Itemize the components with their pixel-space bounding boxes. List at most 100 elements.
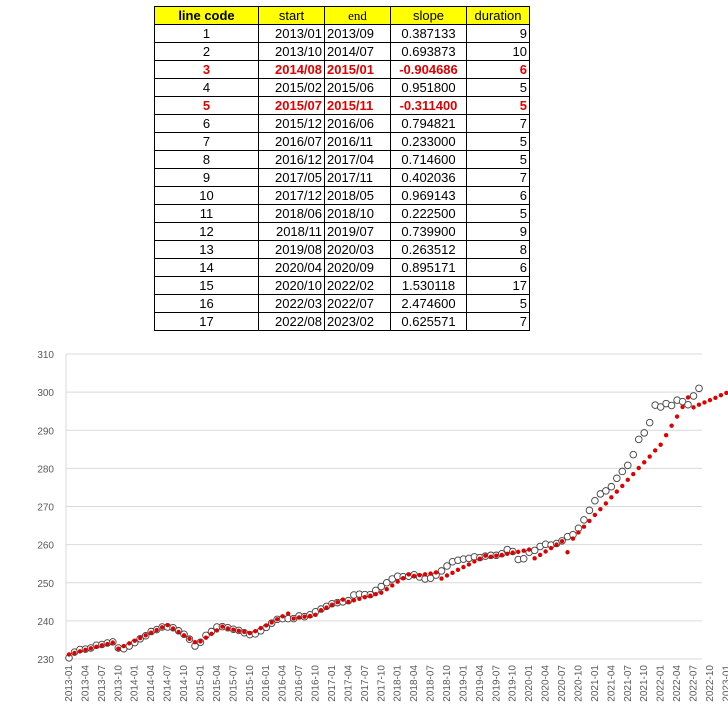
data-point-red [77, 649, 83, 654]
y-tick-label: 270 [37, 503, 54, 514]
data-point-red [674, 414, 680, 419]
data-point-red [455, 567, 461, 572]
x-tick-label: 2021-04 [606, 665, 617, 702]
cell-duration: 5 [466, 96, 530, 115]
cell-end: 2015/11 [324, 96, 391, 115]
data-point-red [652, 448, 658, 453]
data-point-red [318, 608, 324, 613]
x-tick-label: 2016-01 [261, 665, 272, 702]
cell-line-code: 2 [154, 42, 259, 61]
cell-line-code: 14 [154, 258, 259, 277]
data-point-open [689, 392, 698, 400]
data-point-red [620, 483, 625, 489]
data-point-red [581, 524, 587, 529]
cell-start: 2020/10 [258, 276, 325, 295]
data-point-red [505, 551, 510, 556]
cell-slope: 0.233000 [390, 132, 467, 151]
cell-slope: 0.402036 [390, 168, 467, 187]
table-row: 2 2013/10 2014/07 0.693873 10 [154, 42, 530, 61]
cell-line-code: 6 [154, 114, 259, 133]
x-tick-label: 2019-07 [491, 665, 502, 702]
cell-end: 2017/04 [324, 150, 391, 169]
cell-end: 2017/11 [324, 168, 391, 187]
series-open-circles [65, 384, 703, 662]
data-point-red [291, 616, 296, 621]
cell-end: 2018/05 [324, 186, 391, 205]
data-point-open [634, 435, 643, 444]
data-point-red [258, 625, 263, 631]
data-point-red [625, 477, 630, 483]
x-tick-label: 2021-10 [639, 665, 650, 702]
cell-duration: 5 [466, 150, 530, 169]
data-point-red [351, 598, 357, 603]
y-axis: 230 240 250 260 270 280 290 300 310 [37, 350, 54, 666]
data-point-red [466, 562, 472, 567]
x-tick-label: 2017-04 [343, 665, 354, 702]
cell-line-code: 10 [154, 186, 259, 205]
table-row: 8 2016/12 2017/04 0.714600 5 [154, 150, 530, 169]
gridlines [65, 353, 702, 660]
y-tick-label: 240 [37, 617, 54, 628]
x-tick-label: 2013-04 [80, 665, 91, 702]
cell-end: 2020/09 [324, 258, 391, 277]
table-row: 3 2014/08 2015/01 -0.904686 6 [154, 60, 530, 79]
table-row: 17 2022/08 2023/02 0.625571 7 [154, 312, 530, 331]
data-point-red [400, 575, 406, 581]
table-row: 9 2017/05 2017/11 0.402036 7 [154, 168, 530, 187]
y-tick-label: 230 [37, 655, 54, 666]
x-tick-label: 2015-10 [245, 665, 256, 702]
cell-slope: 0.969143 [390, 186, 467, 205]
cell-slope: 0.387133 [390, 24, 467, 43]
cell-end: 2016/06 [324, 114, 391, 133]
segment-table: line code start end slope duration 1 2013… [154, 6, 530, 331]
data-point-red [494, 553, 499, 558]
data-point-red [543, 549, 548, 554]
header-line-code: line code [154, 6, 259, 25]
data-point-open [591, 497, 599, 505]
x-tick-label: 2020-10 [573, 665, 584, 702]
cell-line-code: 13 [154, 240, 259, 259]
data-point-red [680, 404, 685, 410]
data-point-red [472, 559, 477, 564]
cell-start: 2022/08 [258, 312, 325, 331]
data-point-red [83, 647, 88, 653]
data-point-red [565, 550, 570, 555]
data-point-red [483, 553, 488, 558]
table-row: 15 2020/10 2022/02 1.530118 17 [154, 276, 530, 295]
x-tick-label: 2014-04 [146, 665, 157, 702]
data-point-red [187, 636, 192, 641]
y-tick-label: 310 [37, 350, 54, 361]
data-point-red [461, 564, 466, 570]
cell-slope: 0.794821 [390, 114, 467, 133]
cell-start: 2015/07 [258, 96, 325, 115]
cell-duration: 5 [466, 78, 530, 97]
data-point-red [696, 402, 702, 407]
cell-line-code: 16 [154, 294, 259, 313]
data-point-red [105, 641, 110, 647]
data-point-red [159, 625, 165, 630]
cell-duration: 5 [466, 132, 530, 151]
cell-slope: 0.951800 [390, 78, 467, 97]
cell-start: 2014/08 [258, 60, 325, 79]
data-point-red [285, 611, 291, 616]
data-point-red [170, 626, 176, 631]
data-point-open [585, 506, 594, 515]
cell-start: 2013/01 [258, 24, 325, 43]
cell-end: 2015/06 [324, 78, 391, 97]
cell-end: 2023/02 [324, 312, 391, 331]
cell-duration: 17 [466, 276, 530, 295]
data-point-red [66, 652, 72, 657]
cell-duration: 7 [466, 312, 530, 331]
data-point-red [346, 599, 351, 605]
data-point-red [192, 640, 198, 645]
table-row: 12 2018/11 2019/07 0.739900 9 [154, 222, 530, 241]
x-tick-label: 2023-01 [721, 665, 728, 702]
cell-line-code: 17 [154, 312, 259, 331]
data-point-red [116, 646, 121, 651]
x-tick-label: 2021-01 [590, 665, 601, 702]
data-point-red [636, 465, 641, 471]
cell-duration: 5 [466, 204, 530, 223]
table-row: 16 2022/03 2022/07 2.474600 5 [154, 294, 530, 313]
data-point-red [154, 627, 159, 633]
